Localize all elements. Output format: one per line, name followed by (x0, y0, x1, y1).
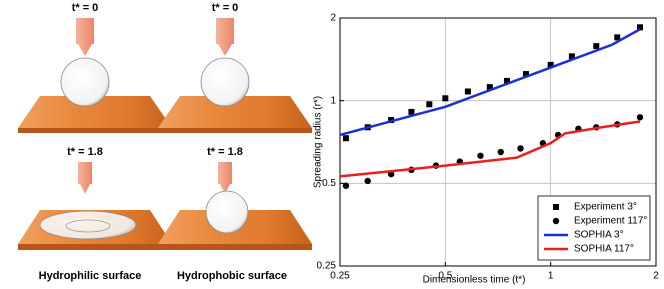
surface-edge (18, 244, 172, 250)
x-tick-label: 1 (548, 271, 554, 282)
marker (408, 108, 415, 115)
marker (517, 145, 524, 152)
droplet-rim (65, 219, 111, 233)
nozzle-tip (220, 184, 230, 194)
marker (636, 114, 644, 121)
time-label: t* = 0 (72, 2, 99, 14)
marker (477, 152, 484, 159)
nozzle-tip (218, 44, 232, 56)
time-label: t* = 1.8 (207, 146, 243, 158)
legend-label: Experiment 117° (574, 216, 647, 227)
surface (18, 96, 172, 128)
droplet (205, 190, 249, 234)
marker (464, 88, 471, 95)
y-tick-label: 2 (330, 13, 336, 24)
marker (342, 182, 350, 189)
marker (522, 71, 529, 78)
nozzle (76, 18, 94, 44)
nozzle (218, 162, 232, 184)
time-label: t* = 0 (212, 2, 239, 14)
surface-edge (18, 128, 172, 133)
marker (486, 84, 493, 91)
line (339, 120, 641, 178)
droplet (200, 57, 250, 107)
marker (503, 77, 510, 84)
chart: Dimensionless time (t*) Spreading radius… (313, 13, 660, 286)
nozzle (216, 18, 234, 44)
illustration: t* = 0 t* = 0 t* = 1.8 t* = 1.8 Hydrophi… (18, 2, 312, 282)
surface (158, 96, 312, 128)
x-tick-label: 0.5 (438, 271, 452, 282)
line (339, 28, 641, 137)
time-label: t* = 1.8 (67, 146, 103, 158)
marker (342, 135, 349, 142)
marker (497, 148, 504, 156)
marker (442, 95, 449, 102)
legend-label: SOPHIA 3° (574, 230, 624, 241)
marker (426, 101, 433, 108)
droplet (60, 57, 110, 107)
nozzle-tip (80, 184, 90, 194)
legend-label: SOPHIA 117° (574, 244, 634, 255)
surface-edge (158, 244, 312, 250)
y-tick-label: 1 (330, 95, 336, 106)
marker (593, 43, 600, 50)
legend-marker (552, 217, 560, 225)
caption: Hydrophilic surface (39, 270, 142, 282)
legend-marker (553, 204, 559, 210)
legend-label: Experiment 3° (574, 202, 637, 213)
caption: Hydrophobic surface (177, 270, 287, 282)
y-axis-label: Spreading radius (r*) (313, 96, 324, 188)
surface-edge (158, 128, 312, 133)
marker (547, 61, 554, 68)
droplet (39, 210, 137, 240)
x-tick-label: 2 (653, 271, 659, 282)
y-tick-label: 0.25 (317, 261, 337, 272)
y-tick-label: 0.5 (322, 178, 336, 189)
marker (614, 34, 621, 41)
x-axis-label: Dimensionless time (t*) (423, 275, 526, 286)
x-tick-label: 0.25 (330, 271, 350, 282)
marker (364, 177, 371, 185)
marker (636, 24, 643, 31)
plot-frame (339, 17, 657, 267)
marker (568, 53, 575, 60)
nozzle (78, 162, 92, 184)
nozzle-tip (78, 44, 92, 56)
